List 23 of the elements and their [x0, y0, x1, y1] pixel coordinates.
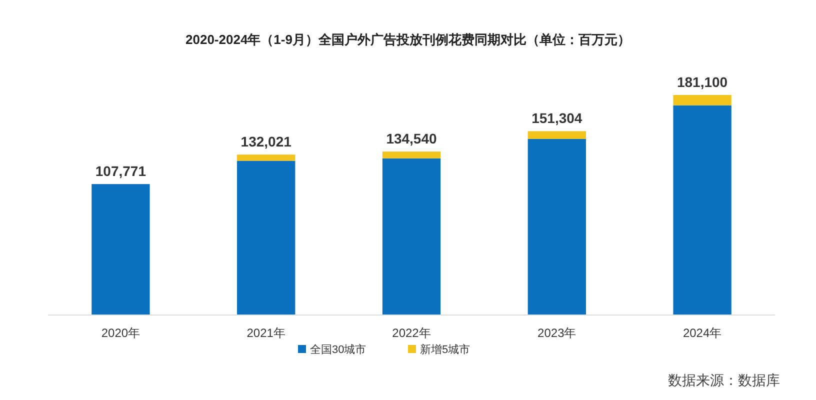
bar: [382, 152, 441, 158]
source-note: 数据来源：数据库: [668, 373, 780, 389]
x-tick-label: 2022年: [392, 326, 431, 340]
legend-label: 全国30城市: [310, 343, 366, 356]
bar: [528, 138, 586, 315]
bar: [92, 184, 150, 315]
annotation: 151,304: [532, 110, 582, 126]
x-tick-label: 2020年: [101, 326, 140, 340]
x-tick-label: 2021年: [246, 326, 286, 340]
bar: [673, 105, 732, 315]
legend-label: 新增5城市: [420, 343, 470, 356]
x-tick-label: 2024年: [682, 326, 722, 340]
bar: [237, 160, 296, 315]
bar: [237, 154, 296, 161]
bar: [528, 131, 586, 139]
x-tick-label: 2023年: [538, 326, 576, 340]
annotation: 134,540: [386, 130, 438, 147]
chart-title: 2020-2024年（1-9月）全国户外广告投放刊例花费同期对比（单位：百万元）: [186, 32, 630, 47]
bar: [673, 95, 732, 106]
annotation: 132,021: [240, 134, 292, 150]
annotation: 181,100: [676, 74, 728, 90]
bar: [382, 158, 441, 315]
annotation: 107,771: [95, 163, 146, 180]
